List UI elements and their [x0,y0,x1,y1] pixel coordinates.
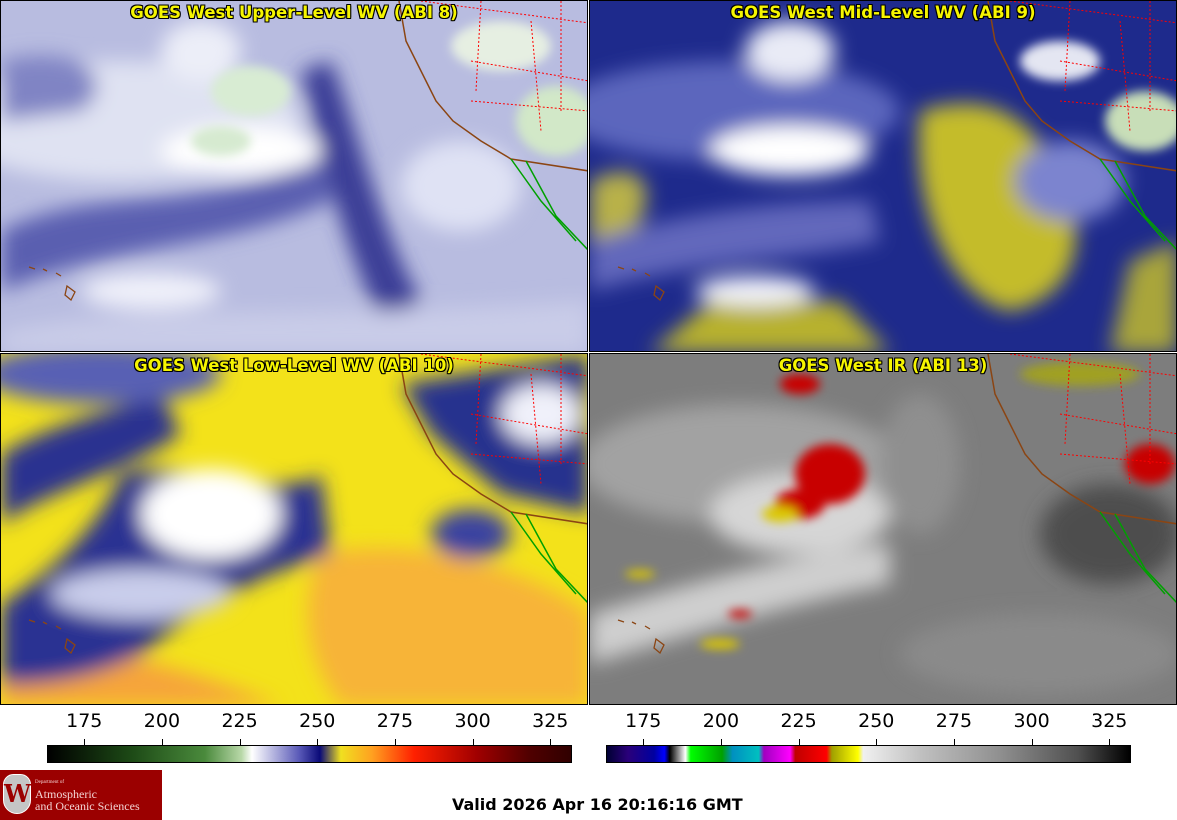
colorbar-tick-mark [239,739,241,745]
colorbar-tick-mark [953,739,955,745]
logo-line1: Atmospheric [35,787,97,801]
colorbar-tick-mark [550,739,552,745]
colorbar-tick-label: 275 [935,710,973,732]
ir-colorbar: 175 200 225 250 275 300 325 [598,710,1158,770]
ir-image [590,354,1176,704]
colorbar-tick-mark [720,739,722,745]
wv-colorbar: 175 200 225 250 275 300 325 [40,710,600,770]
panel-title: GOES West Low-Level WV (ABI 10) [134,356,454,375]
colorbar-tick-label: 275 [376,710,414,732]
colorbar-tick-label: 225 [221,710,258,732]
colorbar-tick-label: 200 [143,710,181,732]
colorbar-tick-label: 175 [66,710,103,732]
colorbar-tick-label: 250 [858,710,895,732]
valid-time-label: Valid 2026 Apr 16 20:16:16 GMT [452,795,743,814]
ir-panel: GOES West IR (ABI 13) [589,353,1177,705]
panel-title: GOES West Upper-Level WV (ABI 8) [130,3,458,22]
colorbar-tick-mark [84,739,86,745]
colorbar-tick-label: 300 [454,710,491,732]
colorbar-tick-mark [1109,739,1111,745]
colorbar-tick-mark [161,739,163,745]
ir-color-ramp [606,745,1131,763]
panel-title: GOES West Mid-Level WV (ABI 9) [730,3,1036,22]
colorbar-tick-label: 250 [299,710,336,732]
mid-level-wv-image [590,1,1176,351]
colorbar-tick-mark [1031,739,1033,745]
mid-level-wv-panel: GOES West Mid-Level WV (ABI 9) [589,0,1177,352]
colorbar-tick-mark [394,739,396,745]
colorbar-tick-label: 325 [1091,710,1128,732]
aos-logo: W Department of Atmospheric and Oceanic … [0,770,162,820]
colorbar-tick-mark [643,739,645,745]
logo-line2: and Oceanic Sciences [35,799,140,813]
upper-level-wv-image [1,1,587,351]
logo-dept-text: Department of [35,780,65,785]
wv-color-ramp [47,745,572,763]
colorbar-tick-mark [317,739,319,745]
colorbar-tick-mark [876,739,878,745]
colorbar-tick-label: 325 [532,710,569,732]
low-level-wv-panel: GOES West Low-Level WV (ABI 10) [0,353,588,705]
panel-title: GOES West IR (ABI 13) [778,356,988,375]
colorbar-tick-label: 200 [702,710,740,732]
uw-seal-icon: W [3,774,31,814]
colorbar-tick-label: 225 [780,710,817,732]
upper-level-wv-panel: GOES West Upper-Level WV (ABI 8) [0,0,588,352]
colorbar-tick-label: 300 [1013,710,1050,732]
colorbar-tick-label: 175 [625,710,662,732]
colorbar-tick-mark [798,739,800,745]
low-level-wv-image [1,354,587,704]
colorbar-tick-mark [472,739,474,745]
